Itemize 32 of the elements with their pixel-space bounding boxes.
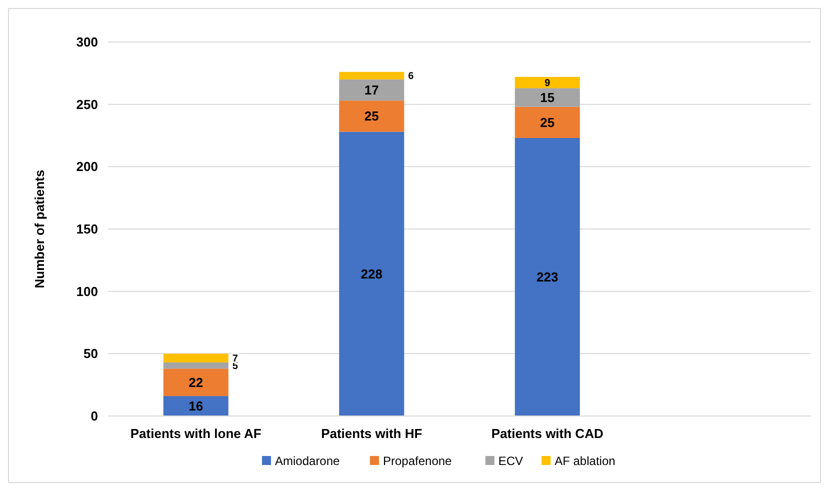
data-label: 223 (536, 270, 558, 285)
y-axis-title: Number of patients (32, 170, 47, 288)
data-label: 25 (540, 114, 555, 130)
y-tick-label: 150 (76, 222, 98, 237)
y-tick-label: 250 (76, 96, 98, 112)
legend-label: Amiodarone (275, 454, 340, 468)
data-label: 16 (188, 398, 204, 414)
y-tick-label: 50 (84, 346, 98, 362)
legend-label: AF ablation (554, 454, 616, 468)
y-tick-label: 300 (76, 34, 98, 50)
data-label: 6 (408, 71, 414, 82)
x-tick-label: Patients with lone AF (130, 426, 262, 441)
data-label: 25 (364, 108, 379, 124)
x-tick-label: Patients with HF (321, 426, 422, 441)
y-tick-label: 100 (76, 284, 98, 299)
bar (514, 106, 580, 138)
y-tick-label: 200 (76, 159, 98, 174)
bar (339, 72, 404, 80)
legend-label: Propafenone (383, 454, 452, 468)
bar (339, 132, 404, 416)
bar (514, 138, 580, 416)
data-label: 15 (540, 90, 555, 106)
data-label: 17 (364, 82, 379, 98)
bar (163, 354, 228, 362)
y-tick-label: 0 (90, 408, 98, 424)
x-tick-label: Patients with CAD (491, 426, 604, 441)
bar (339, 100, 404, 132)
data-label: 22 (188, 374, 204, 390)
legend-label: ECV (498, 454, 524, 468)
data-label: 228 (360, 266, 382, 282)
bar (163, 362, 228, 369)
data-label: 9 (544, 78, 551, 90)
